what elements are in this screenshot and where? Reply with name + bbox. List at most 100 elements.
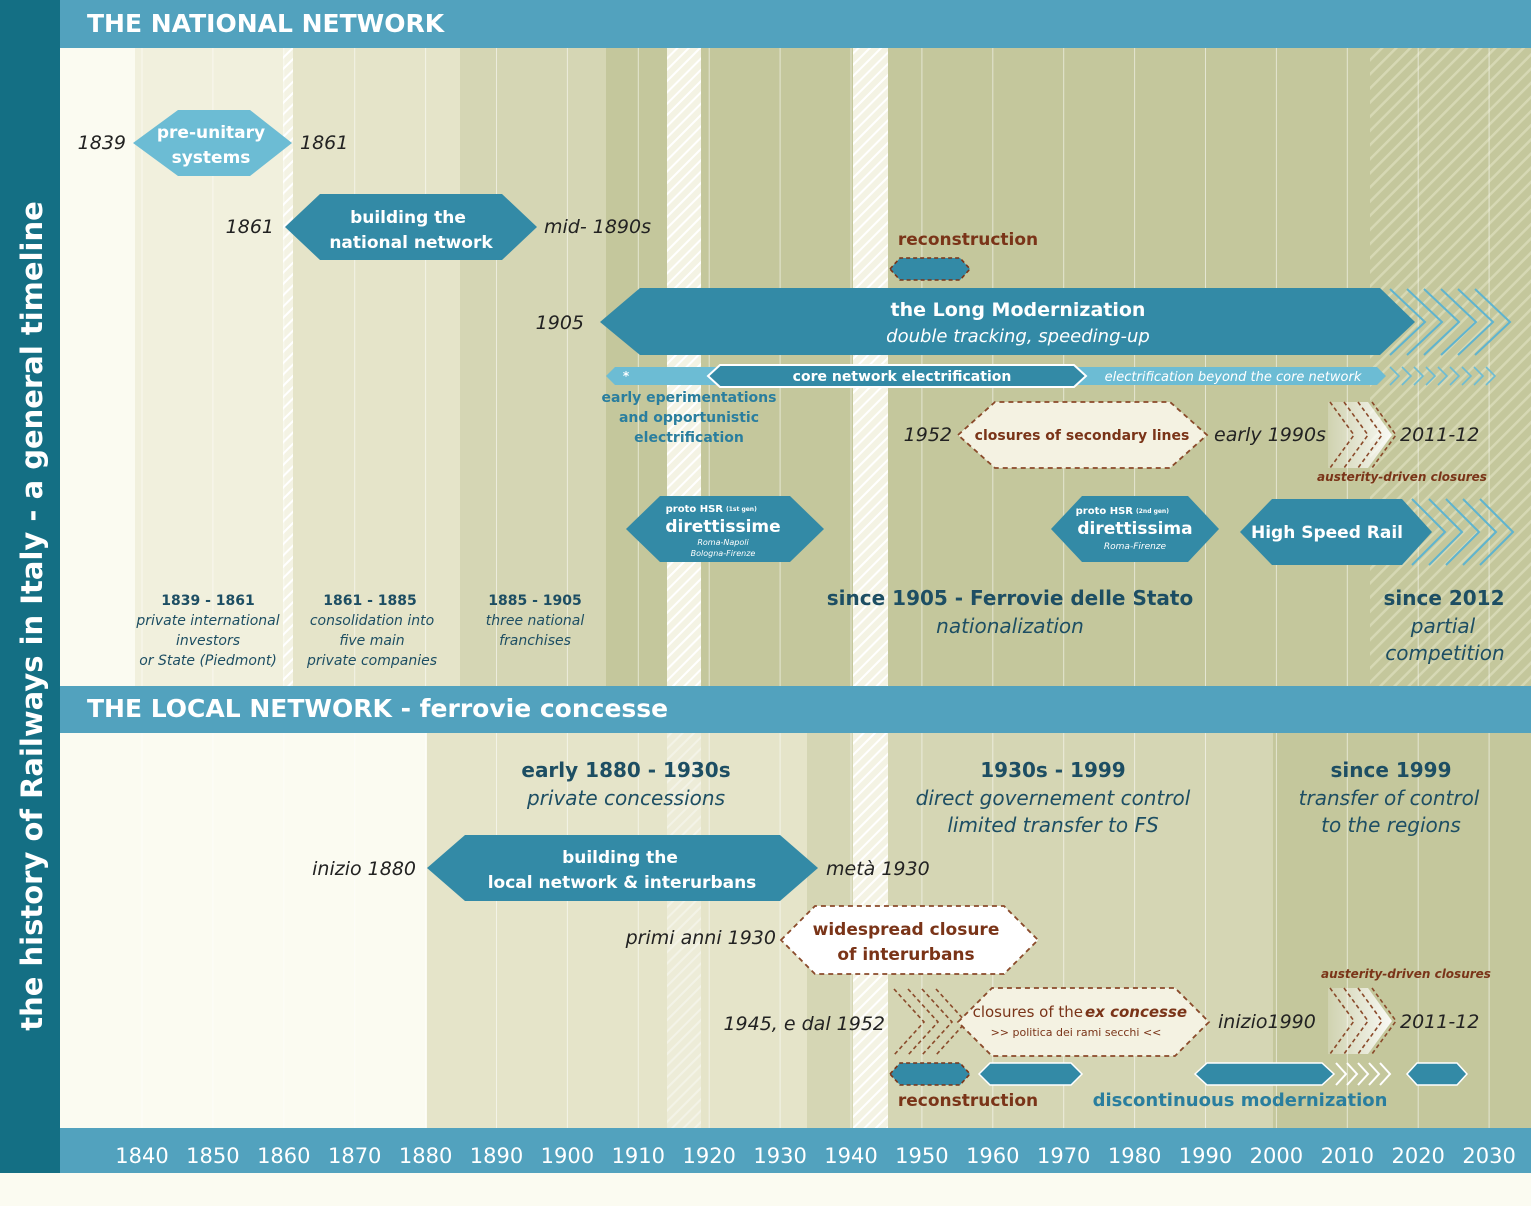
closures-ex-concesse-prefix: closures of the	[973, 1003, 1083, 1021]
period-1885-line2: franchises	[499, 633, 571, 649]
reconstruction-national: reconstruction	[888, 230, 1038, 281]
pre-unitary-line2: systems	[172, 148, 251, 168]
direttissime-label: direttissime	[665, 517, 780, 537]
building-national-network-arrow: building the national network 1861 mid- …	[226, 194, 651, 260]
austerity-closures-national: 2011-12 austerity-driven closures	[1317, 401, 1487, 484]
chevron	[1406, 288, 1444, 356]
chevron	[1457, 288, 1495, 356]
widespread-closure-line2: of interurbans	[837, 945, 974, 965]
direttissima-route: Roma-Firenze	[1104, 542, 1167, 552]
chevron	[907, 988, 940, 1056]
chevron	[1401, 366, 1413, 386]
timeline-canvas: pre-unitary systems 1839 1861 building t…	[0, 0, 1531, 1173]
axis-tick-1970: 1970	[1037, 1144, 1090, 1168]
period-1839-line3: or State (Piedmont)	[139, 653, 277, 669]
national-period-labels: 1839 - 1861 private international invest…	[135, 586, 1504, 669]
chevron	[1461, 366, 1473, 386]
local-period-1999-line2: to the regions	[1321, 813, 1461, 837]
core-electrification-label: core network electrification	[793, 369, 1012, 385]
pre-unitary-systems-arrow: pre-unitary systems 1839 1861	[78, 110, 348, 176]
chevron	[1474, 288, 1512, 356]
chevron	[1462, 498, 1498, 566]
reconstruction-label: reconstruction	[898, 230, 1038, 250]
hatch-1861	[283, 48, 293, 686]
axis-tick-2020: 2020	[1391, 1144, 1444, 1168]
bg-1885-1905	[460, 48, 606, 686]
axis-tick-1880: 1880	[399, 1144, 452, 1168]
period-2012-title: since 2012	[1383, 586, 1504, 610]
long-modernization-start: 1905	[536, 312, 584, 334]
hatch-local-ww1	[667, 733, 701, 1128]
local-period-1999-line1: transfer of control	[1299, 786, 1480, 810]
axis-tick-1990: 1990	[1179, 1144, 1232, 1168]
early-experimentations-line1: early eperimentations	[602, 390, 777, 406]
local-period-1999-title: since 1999	[1330, 758, 1451, 782]
axis-tick-1940: 1940	[824, 1144, 877, 1168]
closures-ex-concesse-end: inizio1990	[1218, 1011, 1316, 1033]
bg-local-since-1999	[1273, 733, 1531, 1128]
building-local-line1: building the	[562, 848, 678, 868]
long-modernization-arrow: the Long Modernization double tracking, …	[536, 288, 1512, 356]
bg-1861-1885	[285, 48, 460, 686]
period-1885-line1: three national	[486, 613, 585, 629]
local-period-1880-subtitle: private concessions	[526, 786, 725, 810]
rami-secchi-label: >> politica dei rami secchi <<	[991, 1026, 1162, 1039]
axis-tick-2030: 2030	[1462, 1144, 1515, 1168]
reconstruction-modernization-local: reconstruction discontinuous modernizati…	[888, 1062, 1469, 1111]
bg-local-pre-1880	[60, 733, 427, 1128]
period-1861-line2: five main	[339, 633, 404, 649]
chevron	[1423, 288, 1461, 356]
chevron	[893, 988, 926, 1056]
modernization-chevrons	[1335, 1062, 1392, 1086]
chevron	[1485, 366, 1497, 386]
chevron	[1449, 366, 1461, 386]
axis-tick-1980: 1980	[1108, 1144, 1161, 1168]
chevron	[1335, 1062, 1348, 1086]
axis-tick-1960: 1960	[966, 1144, 1019, 1168]
chevron	[1379, 1062, 1392, 1086]
side-band	[0, 0, 60, 1173]
year-axis: 1840 1850 1860 1870 1880 1890 1900 1910 1920 1930…	[115, 1144, 1516, 1168]
proto-hsr-2nd-gen: (2nd gen)	[1136, 508, 1169, 515]
side-title: the history of Railways in Italy - a gen…	[15, 201, 49, 1031]
chevron	[1445, 498, 1481, 566]
widespread-closure-line1: widespread closure	[813, 920, 1000, 940]
period-2012-line2: competition	[1385, 641, 1504, 665]
period-1861-line1: consolidation into	[310, 613, 434, 629]
axis-tick-2010: 2010	[1321, 1144, 1374, 1168]
widespread-closure-start: primi anni 1930	[625, 927, 776, 949]
long-modernization-subtitle: double tracking, speeding-up	[886, 326, 1150, 347]
national-header-band	[60, 0, 1531, 48]
chevron	[921, 988, 954, 1056]
closures-ex-concesse-emphasis: ex concesse	[1085, 1003, 1187, 1021]
widespread-closure-interurbans: widespread closure of interurbans primi …	[625, 905, 1040, 975]
proto-hsr-2nd-label: proto HSR	[1076, 506, 1134, 517]
axis-tick-1910: 1910	[612, 1144, 665, 1168]
axis-tick-1840: 1840	[115, 1144, 168, 1168]
direttissima-2nd-gen: proto HSR (2nd gen) direttissima Roma-Fi…	[1051, 496, 1219, 562]
chevron	[1411, 498, 1447, 566]
proto-hsr-1st-gen: (1st gen)	[726, 506, 757, 513]
electrification-chevrons	[1389, 366, 1497, 386]
building-local-start: inizio 1880	[312, 858, 416, 880]
austerity-local-label: austerity-driven closures	[1321, 967, 1491, 981]
building-local-network-arrow: building the local network & interurbans…	[312, 835, 930, 901]
local-period-labels: early 1880 - 1930s private concessions 1…	[521, 758, 1479, 837]
building-national-line2: national network	[329, 233, 493, 253]
chevron	[1440, 288, 1478, 356]
chevron	[1425, 366, 1437, 386]
electrification-row: * core network electrification electrifi…	[602, 364, 1497, 446]
axis-band	[60, 1128, 1531, 1173]
building-national-start: 1861	[226, 216, 274, 238]
long-modernization-title: the Long Modernization	[891, 299, 1146, 321]
direttissime-route2: Bologna-Firenze	[691, 549, 756, 558]
direttissime-1st-gen: proto HSR (1st gen) direttissime Roma-Na…	[626, 496, 824, 562]
timeline-infographic: pre-unitary systems 1839 1861 building t…	[0, 0, 1531, 1173]
austerity-national-label: austerity-driven closures	[1317, 470, 1487, 484]
building-national-end: mid- 1890s	[544, 216, 651, 238]
local-period-1930-title: 1930s - 1999	[980, 758, 1125, 782]
closures-ex-concesse: closures of the ex concesse >> politica …	[723, 987, 1316, 1057]
electrification-asterisk: *	[623, 369, 630, 383]
bg-pre-1839	[60, 48, 135, 686]
austerity-local-year: 2011-12	[1400, 1011, 1479, 1033]
